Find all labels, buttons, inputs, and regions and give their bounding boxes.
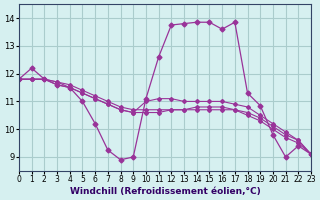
X-axis label: Windchill (Refroidissement éolien,°C): Windchill (Refroidissement éolien,°C) xyxy=(70,187,260,196)
